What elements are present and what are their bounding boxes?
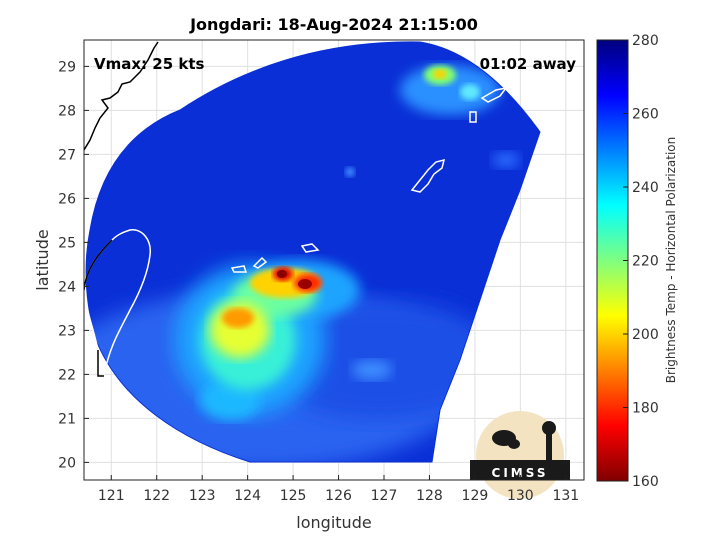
x-tick-label: 127 [371,488,398,504]
x-tick-label: 128 [416,488,443,504]
x-tick-label: 130 [507,488,534,504]
y-axis-label: latitude [33,229,52,290]
y-tick-label: 20 [58,455,76,471]
taiwan-outline-black [84,239,113,377]
colorbar-label: Brightness Temp - Horizontal Polarizatio… [664,137,678,384]
island-small-1 [469,111,477,123]
x-tick-label: 122 [143,488,170,504]
time-away-annotation: 01:02 away [480,55,577,73]
colorbar: 160 180 200 220 240 260 280 Brightness Temp - … [596,33,678,490]
y-tick-label: 23 [58,323,76,339]
colorbar-tick-label: 240 [632,180,659,196]
island-ishigaki [252,256,268,269]
chart-title: Jongdari: 18-Aug-2024 21:15:00 [189,15,478,34]
y-tick-label: 26 [58,191,76,207]
y-tick-label: 29 [58,59,76,75]
y-tick-labels: 20 21 22 23 24 25 26 27 28 29 [58,59,89,471]
colorbar-tick-label: 220 [632,254,659,270]
colorbar-tick-labels: 160 180 200 220 240 260 280 [623,33,659,490]
island-amami [480,86,508,103]
y-tick-label: 25 [58,235,76,251]
x-tick-label: 126 [325,488,352,504]
y-tick-label: 24 [58,279,76,295]
x-tick-label: 129 [462,488,489,504]
island-miyako [300,243,320,253]
x-tick-labels: 121 122 123 124 125 126 127 128 129 130 131 [98,475,579,504]
y-tick-label: 22 [58,367,76,383]
island-yonaguni [230,265,248,273]
colorbar-tick-label: 200 [632,327,659,343]
y-tick-label: 27 [58,147,76,163]
logo-text: CIMSS [492,466,549,480]
x-tick-label: 121 [98,488,125,504]
vmax-annotation: Vmax: 25 kts [94,55,204,73]
y-tick-label: 28 [58,103,76,119]
x-tick-label: 124 [234,488,261,504]
x-tick-label: 131 [552,488,579,504]
island-okinawa [410,158,446,193]
coastlines [84,41,508,377]
colorbar-tick-label: 180 [632,401,659,417]
colorbar-tick-label: 260 [632,107,659,123]
cimss-logo: CIMSS [470,411,570,499]
y-tick-label: 21 [58,411,76,427]
x-tick-label: 123 [189,488,216,504]
china-coast-outline [84,41,159,151]
x-axis-label: longitude [296,513,371,532]
x-tick-label: 125 [280,488,307,504]
colorbar-tick-label: 280 [632,33,659,49]
colorbar-tick-label: 160 [632,474,659,490]
colorbar-gradient [596,39,629,482]
